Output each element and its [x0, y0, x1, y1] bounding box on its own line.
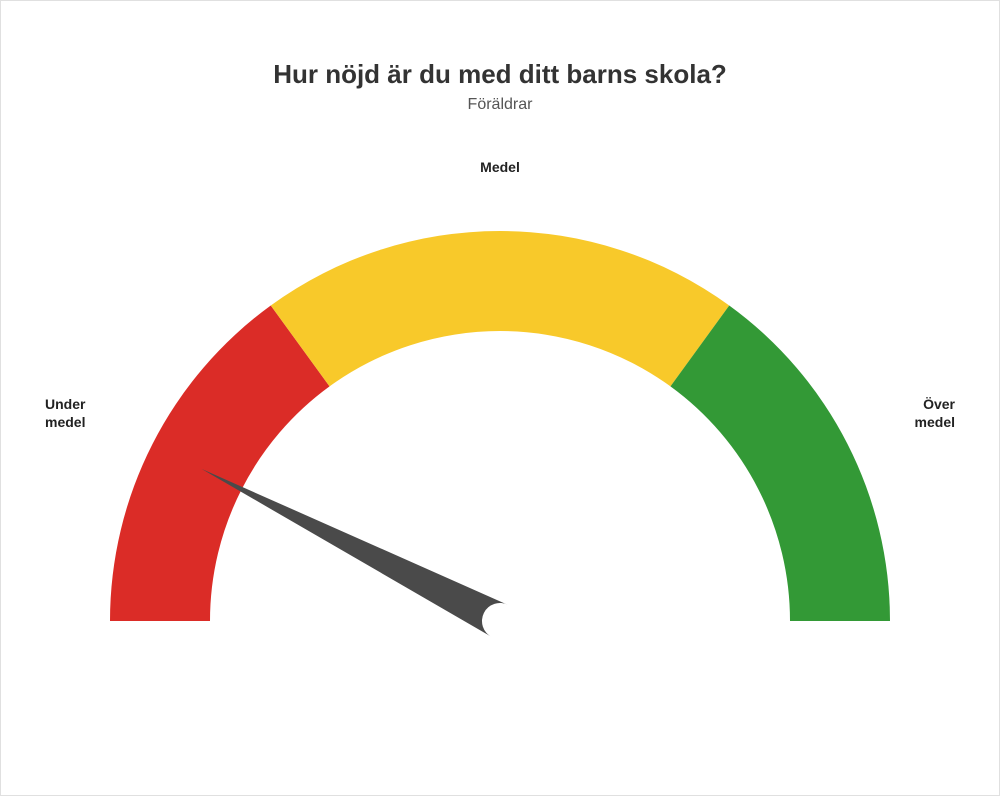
gauge-needle	[202, 469, 509, 637]
gauge-segment	[110, 305, 330, 621]
gauge-segment	[271, 231, 729, 386]
gauge-svg	[60, 161, 940, 681]
chart-subtitle: Föräldrar	[1, 96, 999, 114]
gauge-card: Hur nöjd är du med ditt barns skola? För…	[0, 0, 1000, 796]
gauge-chart	[60, 161, 940, 686]
chart-title: Hur nöjd är du med ditt barns skola?	[1, 59, 999, 90]
gauge-segment	[670, 305, 890, 621]
